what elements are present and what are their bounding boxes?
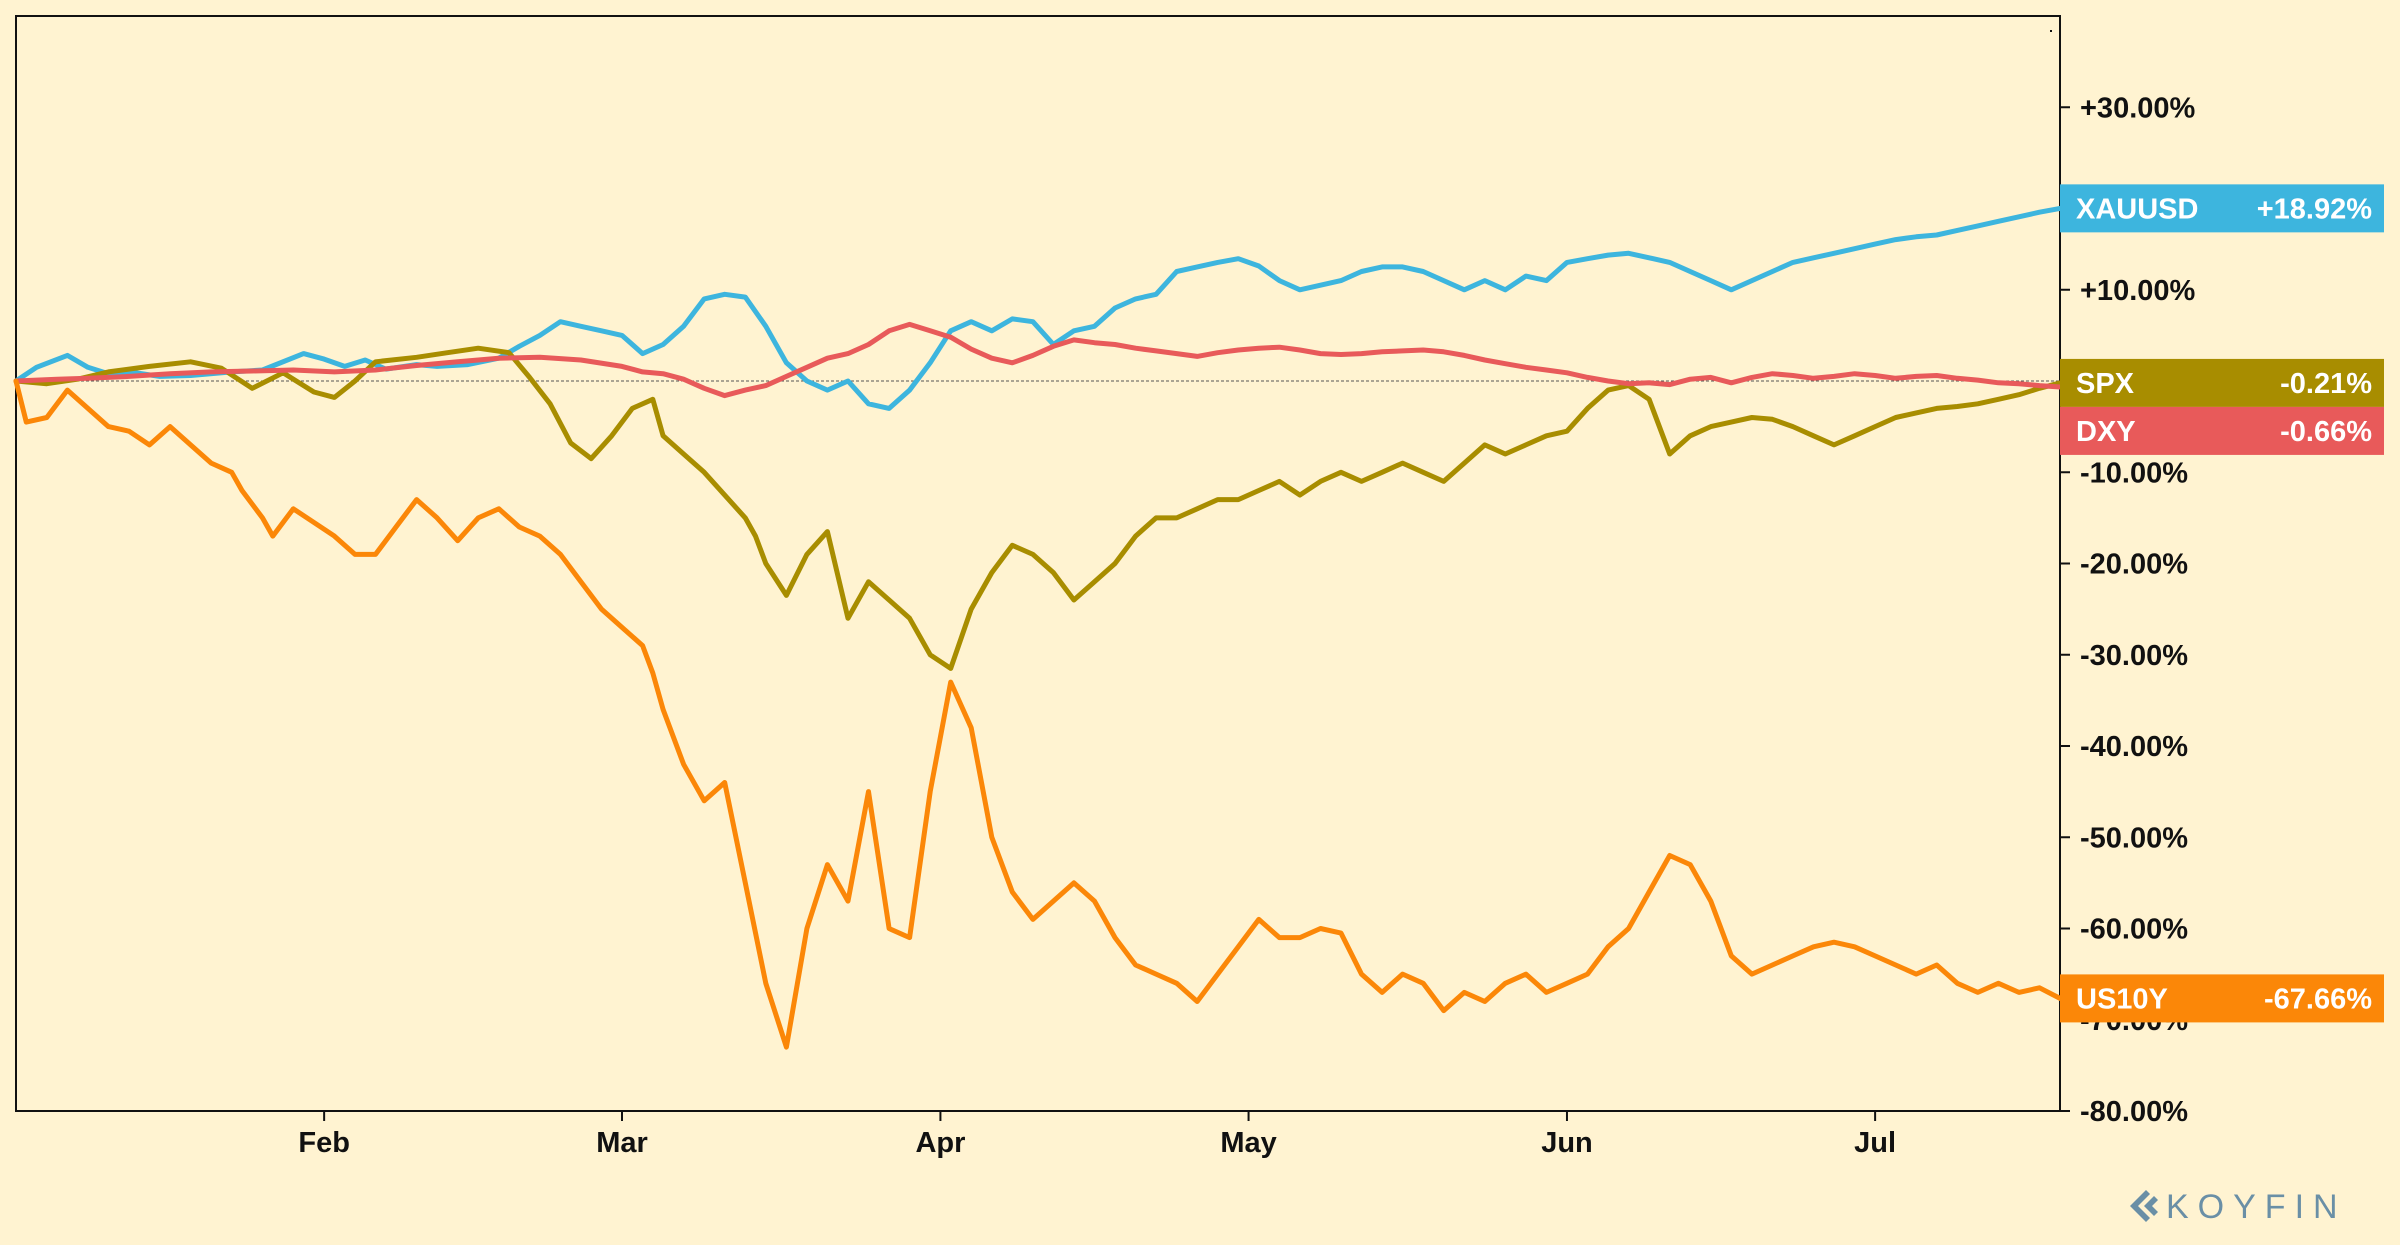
- series-line-us10y: [13, 378, 2063, 1050]
- badge-us10y: US10Y -67.66%: [2060, 974, 2384, 1023]
- badge-name-us10y: US10Y: [2076, 983, 2168, 1015]
- y-tick-label: +30.00%: [2080, 92, 2196, 124]
- badge-value-xauusd: +18.92%: [2257, 193, 2373, 225]
- x-axis: Feb Mar Apr May Jun Jul: [298, 1111, 1896, 1159]
- x-tick-label: Jul: [1854, 1127, 1896, 1159]
- badge-bg-us10y: [2060, 974, 2384, 1023]
- series-line-dxy: [13, 321, 2063, 399]
- x-tick-label: May: [1220, 1127, 1276, 1159]
- x-tick-label: Feb: [298, 1127, 350, 1159]
- series-lines: [13, 205, 2063, 1050]
- y-tick-label: +10.00%: [2080, 275, 2196, 307]
- badge-spx: SPX -0.21%: [2060, 358, 2384, 407]
- x-tick-label: Mar: [596, 1127, 648, 1159]
- koyfin-logo-icon: [2130, 1190, 2158, 1222]
- series-badges: XAUUSD +18.92% SPX -0.21% DXY -0.66% US10Y -67.…: [2060, 184, 2384, 1023]
- badge-xauusd: XAUUSD +18.92%: [2060, 184, 2384, 233]
- badge-value-spx: -0.21%: [2280, 368, 2372, 400]
- y-tick-label: -10.00%: [2080, 457, 2188, 489]
- badge-name-xauusd: XAUUSD: [2076, 193, 2198, 225]
- brand-logo: KOYFIN: [2130, 1188, 2347, 1226]
- badge-bg-dxy: [2060, 406, 2384, 455]
- y-tick-label: -60.00%: [2080, 914, 2188, 946]
- y-tick-label: -50.00%: [2080, 822, 2188, 854]
- badge-dxy: DXY -0.66%: [2060, 406, 2384, 455]
- badge-value-us10y: -67.66%: [2264, 983, 2372, 1015]
- x-tick-label: Jun: [1541, 1127, 1593, 1159]
- badge-name-spx: SPX: [2076, 368, 2135, 400]
- y-tick-label: -80.00%: [2080, 1096, 2188, 1128]
- badge-bg-xauusd: [2060, 184, 2384, 233]
- badge-name-dxy: DXY: [2076, 416, 2136, 448]
- y-tick-label: -20.00%: [2080, 549, 2188, 581]
- badge-value-dxy: -0.66%: [2280, 416, 2372, 448]
- y-tick-label: -30.00%: [2080, 640, 2188, 672]
- badge-bg-spx: [2060, 358, 2384, 407]
- series-line-spx: [13, 345, 2063, 671]
- x-tick-label: Apr: [915, 1127, 965, 1159]
- plot-frame: [15, 15, 2061, 1112]
- brand-text: KOYFIN: [2166, 1188, 2347, 1226]
- y-tick-label: -40.00%: [2080, 731, 2188, 763]
